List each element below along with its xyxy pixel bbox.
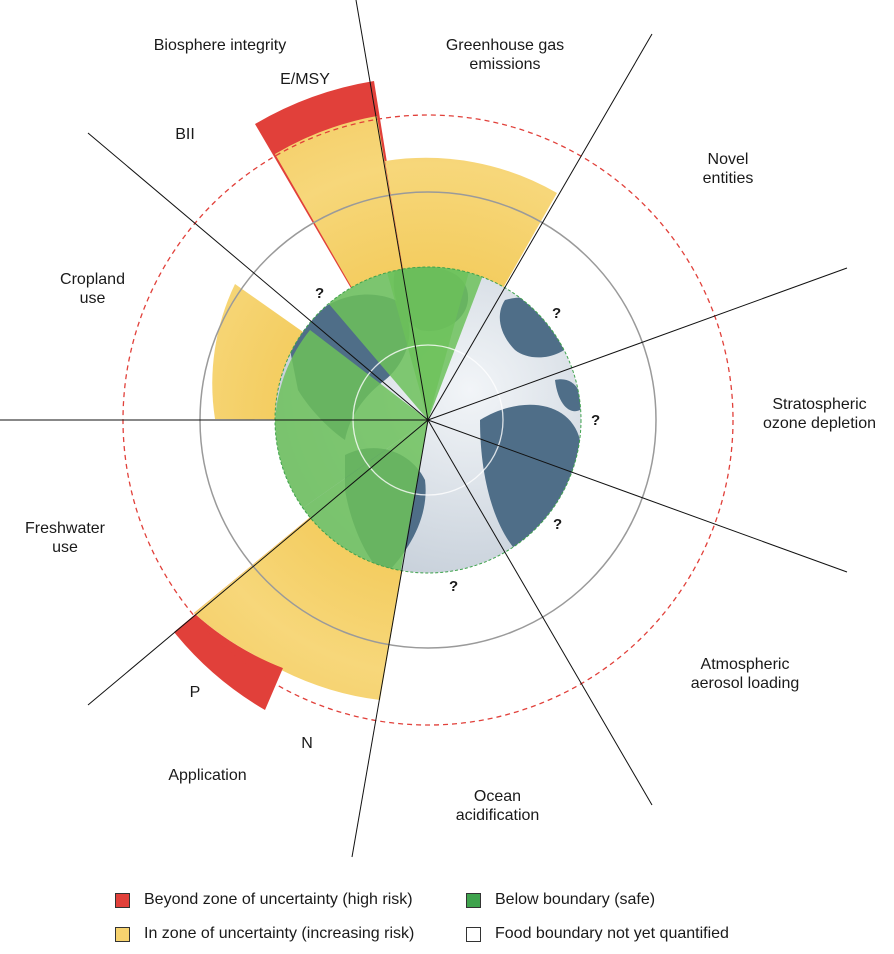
label-aerosol: Atmospheric aerosol loading	[690, 656, 800, 692]
label-bii: BII	[175, 126, 195, 143]
label-novel-entities: Novel entities	[702, 151, 754, 187]
legend-label-uncertainty: In zone of uncertainty (increasing risk)	[144, 925, 415, 942]
unknown-marker-novel: ?	[552, 305, 562, 322]
legend-swatch-high-risk	[115, 892, 130, 908]
label-greenhouse: Greenhouse gas emissions	[445, 37, 565, 73]
label-biosphere-integrity: Biosphere integrity	[153, 37, 287, 54]
unknown-marker-ozone: ?	[591, 412, 601, 429]
legend-label-safe: Below boundary (safe)	[495, 891, 656, 908]
label-ozone: Stratospheric ozone depletion	[763, 396, 876, 432]
label-n: N	[301, 735, 313, 752]
legend-swatch-uncertainty	[115, 926, 130, 942]
legend-item-not-quantified: Food boundary not yet quantified	[466, 925, 729, 943]
label-emsy: E/MSY	[280, 71, 330, 88]
sector-divider-lines	[0, 0, 848, 858]
unknown-marker-aerosol: ?	[553, 516, 563, 533]
safe-wedge-north	[385, 267, 470, 420]
legend-label-not-quantified: Food boundary not yet quantified	[495, 925, 729, 942]
label-cropland: Cropland use	[60, 271, 125, 307]
legend-swatch-safe	[466, 892, 481, 908]
legend-item-uncertainty: In zone of uncertainty (increasing risk)	[115, 925, 414, 943]
legend-label-high-risk: Beyond zone of uncertainty (high risk)	[144, 891, 413, 908]
label-ocean: Ocean acidification	[455, 788, 540, 824]
label-freshwater: Freshwater use	[24, 520, 106, 556]
label-application: Application	[168, 767, 247, 784]
legend-item-safe: Below boundary (safe)	[466, 891, 655, 909]
legend-item-high-risk: Beyond zone of uncertainty (high risk)	[115, 891, 413, 909]
unknown-marker-bii: ?	[315, 285, 325, 302]
unknown-marker-ocean: ?	[449, 578, 459, 595]
earth-globe	[275, 267, 581, 573]
safe-wedge-southwest	[300, 420, 428, 573]
land-arabia	[555, 379, 581, 412]
legend-swatch-not-quantified	[466, 926, 481, 942]
label-p: P	[189, 684, 201, 701]
